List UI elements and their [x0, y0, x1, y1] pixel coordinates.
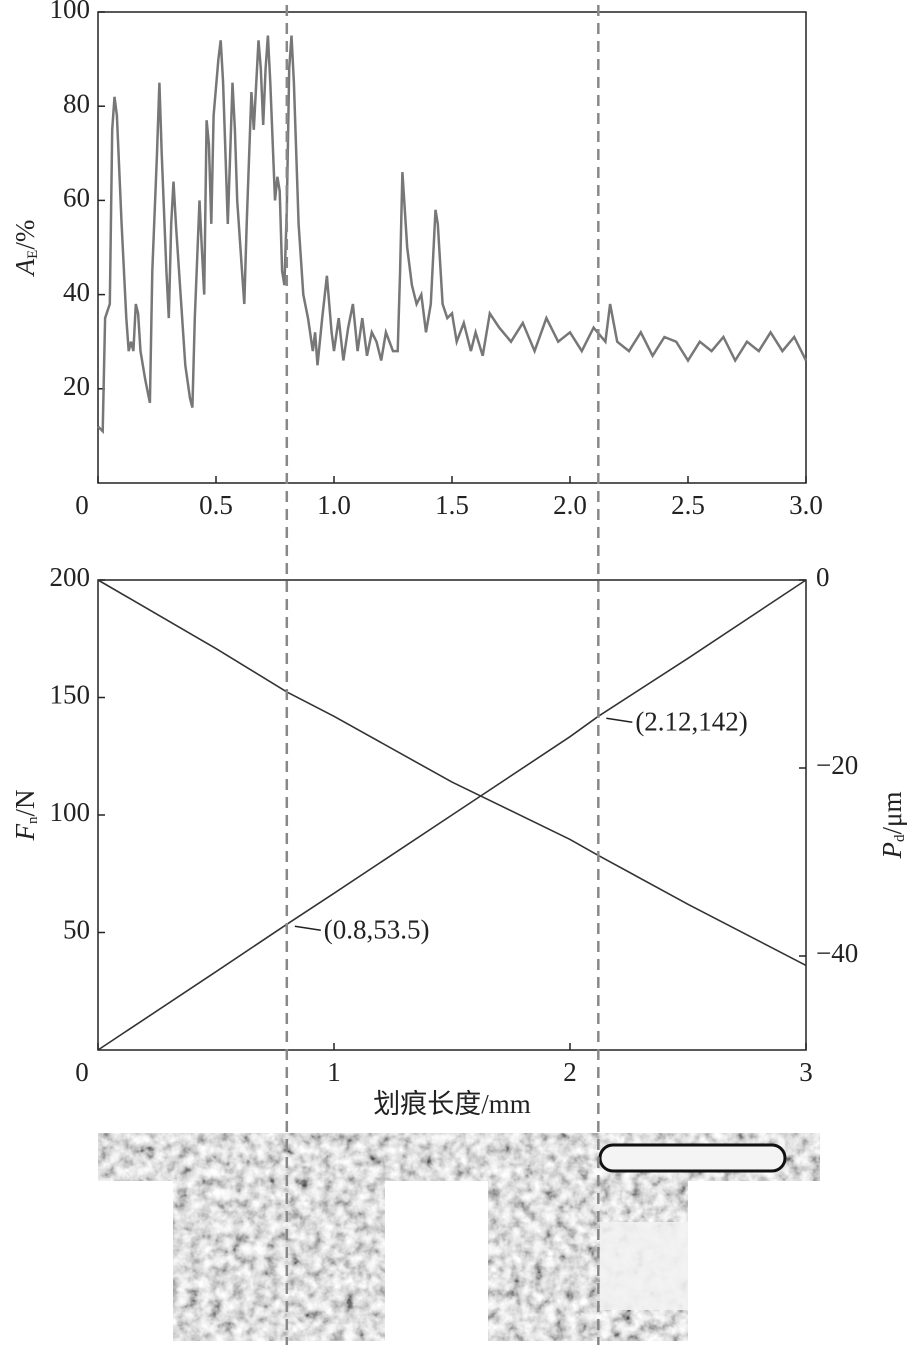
- y2-tick-label: −40: [816, 938, 858, 968]
- axis-label-symbol: F: [10, 824, 40, 842]
- annotation-leader: [294, 925, 321, 932]
- x-tick-label: 0.5: [199, 490, 233, 520]
- y-tick-label: 60: [63, 183, 90, 213]
- y2-tick-label: 0: [816, 562, 830, 592]
- x-tick-label: 0: [75, 1057, 89, 1087]
- axis-label-subscript: n: [25, 816, 41, 824]
- axis-label: Fn/N: [10, 790, 41, 842]
- axis-label-unit: /%: [10, 220, 40, 250]
- x-tick-label: 1.0: [317, 490, 351, 520]
- micrographs: [98, 1133, 820, 1341]
- axis-label: AE/%: [10, 220, 41, 278]
- x-axis-label: 划痕长度/mm: [373, 1089, 531, 1119]
- y-tick-label: 50: [63, 915, 90, 945]
- annotation-leader: [606, 717, 633, 724]
- axis-label-symbol: A: [10, 258, 40, 277]
- y-tick-label: 80: [63, 88, 90, 118]
- x-tick-label: 2.5: [671, 490, 705, 520]
- x-tick-label: 3: [799, 1057, 813, 1087]
- y-tick-label: 200: [50, 562, 91, 592]
- data-line: [97, 579, 807, 967]
- x-tick-label: 2.0: [553, 490, 587, 520]
- axis-label-unit: /μm: [877, 792, 907, 835]
- y-tick-label: 100: [50, 797, 91, 827]
- inset-image: [173, 1181, 385, 1341]
- data-line: [97, 35, 808, 435]
- inset-bright-region: [600, 1222, 688, 1310]
- x-tick-label: 1.5: [435, 490, 469, 520]
- data-line: [97, 579, 807, 1051]
- annotation: (0.8,53.5): [324, 914, 430, 944]
- annotation: (2.12,142): [635, 707, 747, 737]
- y-tick-label: 150: [50, 680, 91, 710]
- axis-label-subscript: E: [25, 250, 41, 259]
- x-tick-label: 1: [327, 1057, 341, 1087]
- y-tick-label: 40: [63, 277, 90, 307]
- y-tick-label: 20: [63, 371, 90, 401]
- y-tick-label: 100: [50, 0, 91, 24]
- axis-label-symbol: P: [877, 842, 907, 860]
- x-tick-label: 2: [563, 1057, 577, 1087]
- y2-tick-label: −20: [816, 750, 858, 780]
- axis-label: Pd/μm: [877, 792, 908, 860]
- axis-label-unit: /N: [10, 790, 40, 817]
- scratch-end: [598, 1143, 787, 1173]
- x-tick-label: 0: [75, 490, 89, 520]
- x-tick-label: 3.0: [789, 490, 823, 520]
- axis-label-subscript: d: [892, 834, 908, 842]
